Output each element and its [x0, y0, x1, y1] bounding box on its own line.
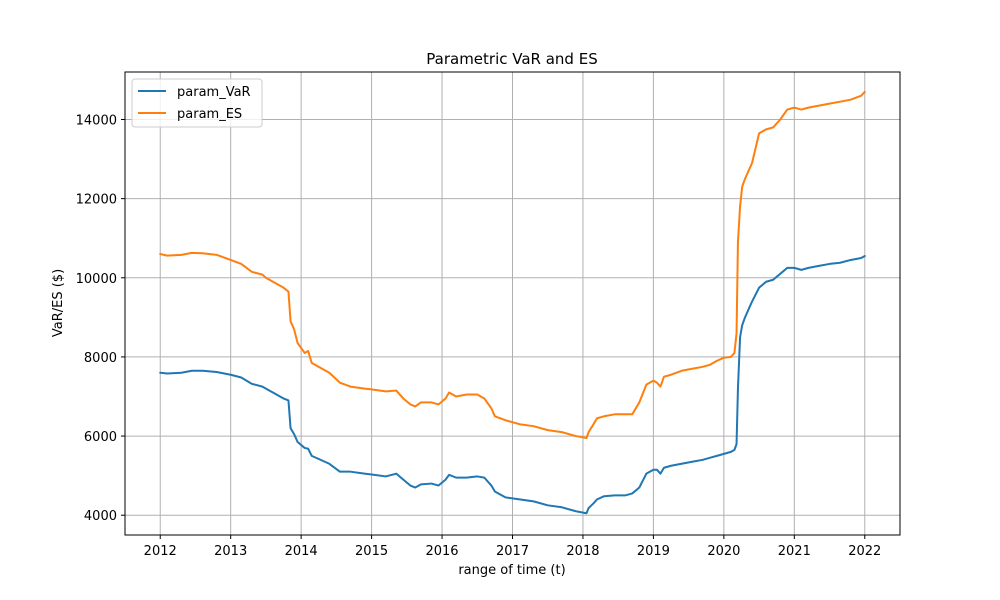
series-layer [159, 90, 866, 515]
y-tick-label: 4000 [84, 509, 117, 524]
x-tick-label: 2019 [637, 544, 670, 559]
legend-label-param-es: param_ES [177, 107, 242, 122]
x-tick-label: 2020 [707, 544, 740, 559]
x-axis: 2012 2013 2014 2015 2016 2017 2018 2019 2020 2021… [144, 535, 881, 559]
x-tick-label: 2013 [214, 544, 247, 559]
chart-title: Parametric VaR and ES [426, 50, 597, 68]
y-axis-label: VaR/ES ($) [51, 269, 66, 337]
x-tick-label: 2021 [778, 544, 811, 559]
y-tick-label: 6000 [84, 430, 117, 445]
y-tick-label: 10000 [76, 272, 117, 287]
legend-label-param-var: param_VaR [177, 85, 251, 100]
grid [125, 72, 900, 535]
y-axis: 4000 6000 8000 10000 12000 14000 [76, 113, 125, 524]
x-tick-label: 2016 [425, 544, 458, 559]
x-tick-label: 2015 [355, 544, 388, 559]
series-line-param-var [159, 255, 866, 515]
x-tick-label: 2012 [144, 544, 177, 559]
x-tick-label: 2014 [285, 544, 318, 559]
y-tick-label: 8000 [84, 351, 117, 366]
legend: param_VaR param_ES [131, 78, 263, 128]
series-line-param-es [159, 90, 866, 440]
x-tick-label: 2018 [566, 544, 599, 559]
x-axis-label: range of time (t) [458, 563, 565, 578]
y-tick-label: 12000 [76, 193, 117, 208]
x-tick-label: 2022 [848, 544, 881, 559]
x-tick-label: 2017 [496, 544, 529, 559]
y-tick-label: 14000 [76, 113, 117, 128]
